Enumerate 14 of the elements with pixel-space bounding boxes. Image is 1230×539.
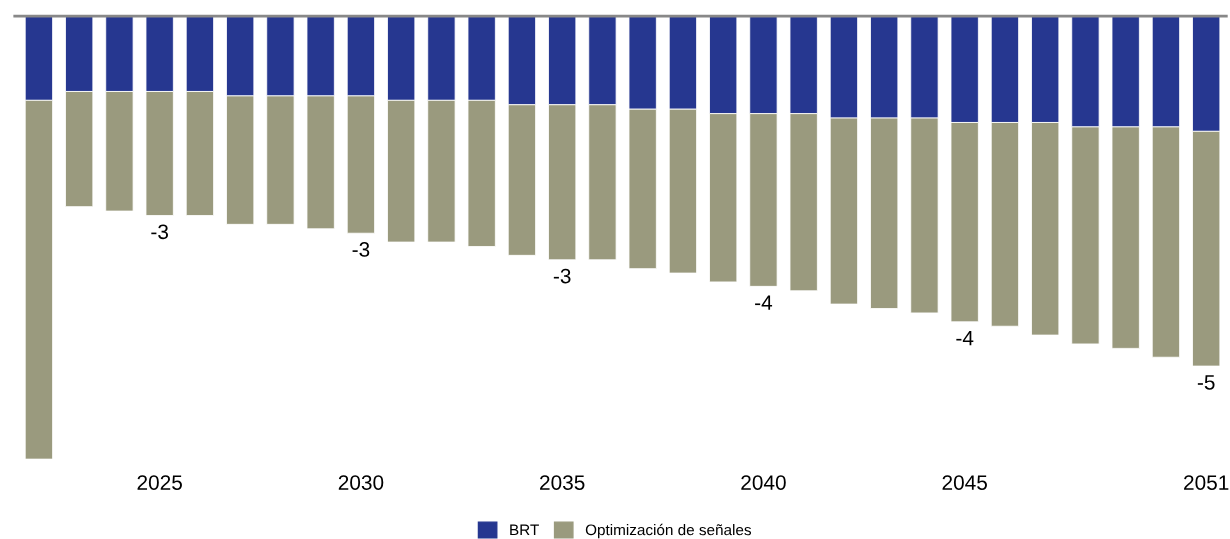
- x-tick-label: 2045: [942, 475, 987, 490]
- legend-label: BRT: [510, 524, 539, 536]
- x-tick-label: 2025: [137, 475, 182, 490]
- annotation: -4: [755, 295, 773, 310]
- annotation: -3: [352, 242, 370, 257]
- x-tick-label: 2040: [741, 475, 786, 490]
- x-tick-label: 2030: [338, 475, 384, 490]
- x-tick-label: 2035: [540, 475, 585, 490]
- x-tick-label: 2051: [1184, 475, 1229, 490]
- annotation: -3: [151, 224, 169, 240]
- annotation: -4: [956, 330, 974, 346]
- legend-label: Optimización de señales: [585, 523, 752, 539]
- annotation: -3: [553, 268, 571, 284]
- annotation: -5: [1197, 375, 1215, 390]
